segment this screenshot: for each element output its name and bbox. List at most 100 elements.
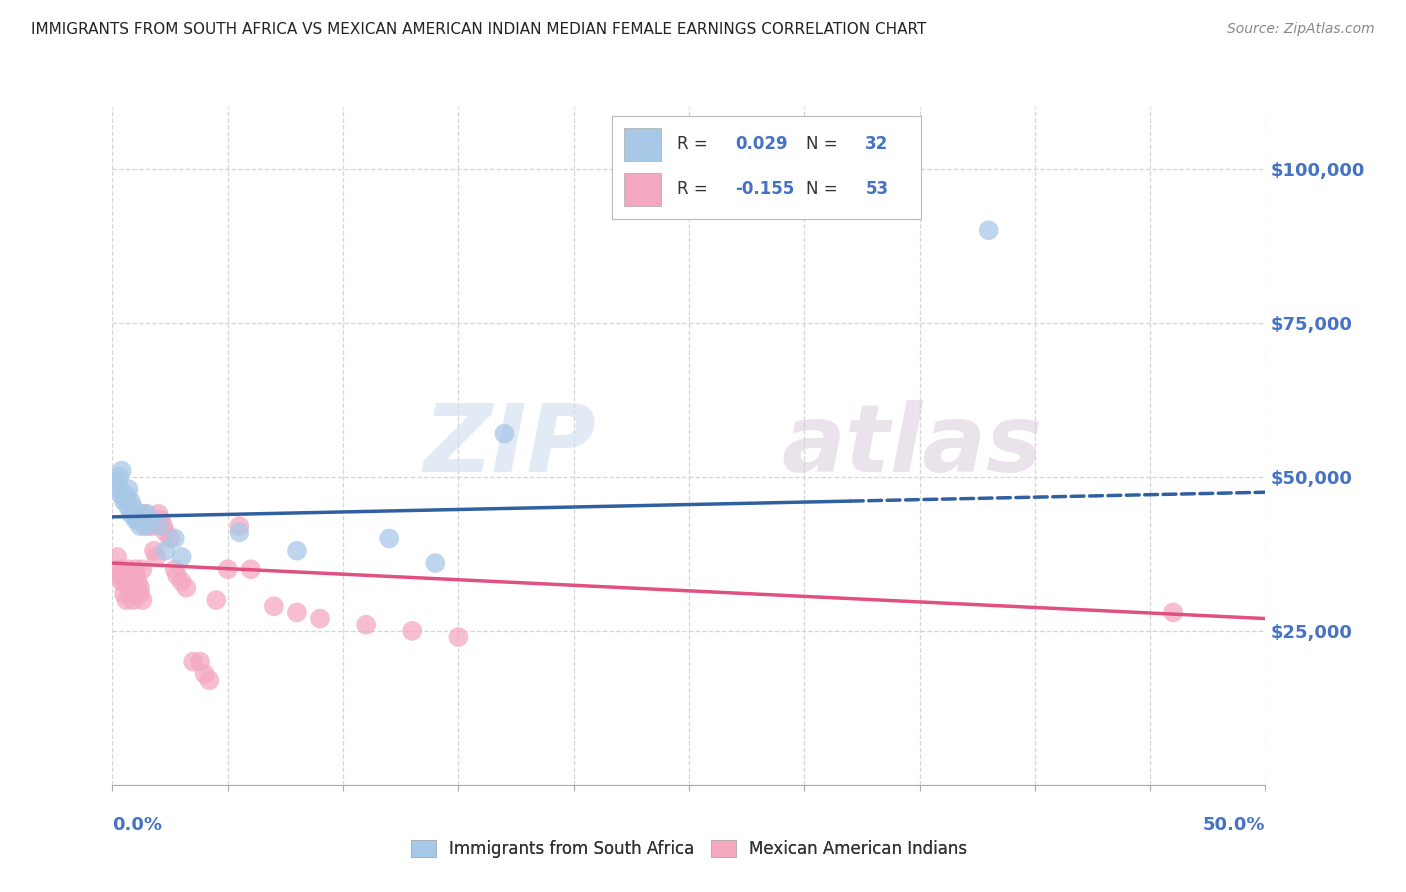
Text: R =: R = xyxy=(676,136,713,153)
Point xyxy=(108,470,131,484)
Point xyxy=(134,519,156,533)
Point xyxy=(170,574,193,589)
Point xyxy=(145,549,167,564)
Point xyxy=(111,568,134,582)
Text: -0.155: -0.155 xyxy=(735,180,794,198)
Point xyxy=(129,507,152,521)
Point xyxy=(117,500,139,515)
Point xyxy=(174,581,197,595)
Point xyxy=(124,568,146,582)
Point xyxy=(239,562,262,576)
Point xyxy=(141,519,163,533)
Text: Source: ZipAtlas.com: Source: ZipAtlas.com xyxy=(1227,22,1375,37)
Point xyxy=(285,606,308,620)
Point xyxy=(111,574,134,589)
Point xyxy=(977,223,1000,237)
Point xyxy=(108,562,131,576)
Point xyxy=(129,581,152,595)
Point xyxy=(155,525,177,540)
Point xyxy=(112,587,135,601)
Text: 0.0%: 0.0% xyxy=(112,816,163,834)
Text: N =: N = xyxy=(807,180,844,198)
Point xyxy=(122,587,145,601)
Point xyxy=(194,667,217,681)
Point xyxy=(115,593,138,607)
Point xyxy=(136,519,159,533)
Text: ZIP: ZIP xyxy=(423,400,596,492)
Point xyxy=(131,593,153,607)
Point xyxy=(149,513,172,527)
Point xyxy=(148,507,170,521)
Point xyxy=(105,549,128,564)
Point xyxy=(163,562,186,576)
Point xyxy=(120,507,142,521)
Point xyxy=(263,599,285,614)
Point xyxy=(117,482,139,496)
Point xyxy=(111,464,134,478)
Point xyxy=(108,568,131,582)
Point xyxy=(124,562,146,576)
Point xyxy=(131,562,153,576)
Point xyxy=(122,593,145,607)
Point xyxy=(117,562,139,576)
Point xyxy=(131,513,153,527)
Point xyxy=(217,562,239,576)
Point xyxy=(163,532,186,546)
Point xyxy=(122,500,145,515)
Point xyxy=(143,543,166,558)
Point xyxy=(447,630,470,644)
Point xyxy=(111,488,134,502)
Text: 0.029: 0.029 xyxy=(735,136,787,153)
Point xyxy=(425,556,447,570)
Point xyxy=(1161,606,1184,620)
Point xyxy=(134,507,156,521)
Point xyxy=(309,611,332,625)
Point xyxy=(285,543,308,558)
Point xyxy=(115,494,138,508)
Point xyxy=(129,519,152,533)
Point xyxy=(124,513,146,527)
Point xyxy=(166,568,188,582)
Point xyxy=(155,543,177,558)
Point xyxy=(494,426,516,441)
Text: N =: N = xyxy=(807,136,844,153)
Point xyxy=(117,568,139,582)
Point xyxy=(181,655,204,669)
Text: atlas: atlas xyxy=(782,400,1042,492)
Point xyxy=(108,482,131,496)
Point xyxy=(120,494,142,508)
Point xyxy=(378,532,401,546)
Point xyxy=(105,475,128,490)
Point xyxy=(120,581,142,595)
Text: 32: 32 xyxy=(865,136,889,153)
Point xyxy=(198,673,221,688)
Point xyxy=(138,513,160,527)
Text: 50.0%: 50.0% xyxy=(1204,816,1265,834)
Point xyxy=(148,519,170,533)
Point xyxy=(134,513,156,527)
Point xyxy=(188,655,211,669)
Point xyxy=(115,488,138,502)
Legend: Immigrants from South Africa, Mexican American Indians: Immigrants from South Africa, Mexican Am… xyxy=(404,833,974,864)
Point xyxy=(115,568,138,582)
Point xyxy=(228,525,250,540)
Point xyxy=(129,587,152,601)
Bar xyxy=(624,173,661,206)
Point xyxy=(354,617,377,632)
Point xyxy=(138,513,160,527)
Point xyxy=(127,513,149,527)
Point xyxy=(120,574,142,589)
Point xyxy=(228,519,250,533)
Text: R =: R = xyxy=(676,180,713,198)
Point xyxy=(205,593,228,607)
Point xyxy=(401,624,423,638)
Point xyxy=(112,574,135,589)
Text: 53: 53 xyxy=(865,180,889,198)
Point xyxy=(170,549,193,564)
Point xyxy=(112,494,135,508)
Bar xyxy=(624,128,661,161)
Point xyxy=(127,574,149,589)
Point xyxy=(136,507,159,521)
Point xyxy=(124,507,146,521)
Point xyxy=(159,532,181,546)
